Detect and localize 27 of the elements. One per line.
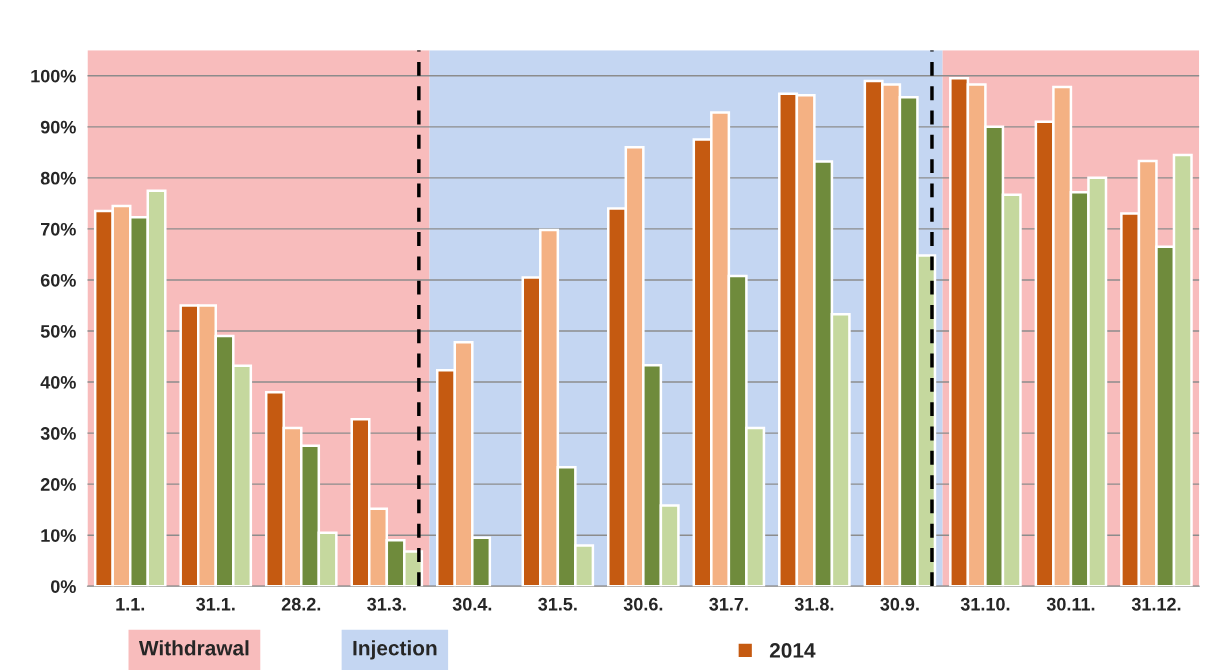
x-tick-label: 31.5. (538, 597, 577, 611)
x-tick-label: 30.11. (1046, 597, 1095, 611)
x-tick-label: 30.9. (880, 597, 919, 611)
x-tick-label: 31.3. (367, 597, 406, 611)
y-tick-label: 70% (41, 222, 76, 236)
band-label: Withdrawal (138, 640, 249, 656)
legend-label: 2014 (769, 643, 816, 658)
y-tick-label: 100% (31, 69, 76, 83)
y-tick-label: 50% (40, 324, 76, 338)
y-tick-label: 30% (40, 427, 76, 440)
x-tick-label: 31.8. (794, 597, 834, 611)
x-tick-label: 31.1. (196, 597, 235, 611)
y-tick-label: 20% (40, 478, 76, 491)
y-tick-label: 60% (40, 273, 76, 287)
x-tick-label: 1.1. (116, 598, 145, 611)
x-tick-label: 30.6. (623, 597, 663, 611)
y-tick-label: 80% (40, 171, 76, 185)
y-tick-label: 40% (40, 375, 76, 389)
x-tick-label: 28.2. (281, 597, 321, 611)
x-tick-label: 31.12. (1131, 597, 1181, 611)
y-tick-label: 10% (41, 529, 76, 542)
x-tick-label: 30.4. (452, 597, 492, 611)
x-tick-label: 31.7. (709, 597, 748, 611)
y-tick-label: 90% (40, 120, 76, 134)
x-tick-label: 31.10. (960, 597, 1010, 611)
band-label: Injection (353, 640, 437, 660)
y-tick-label: 0% (50, 580, 76, 593)
